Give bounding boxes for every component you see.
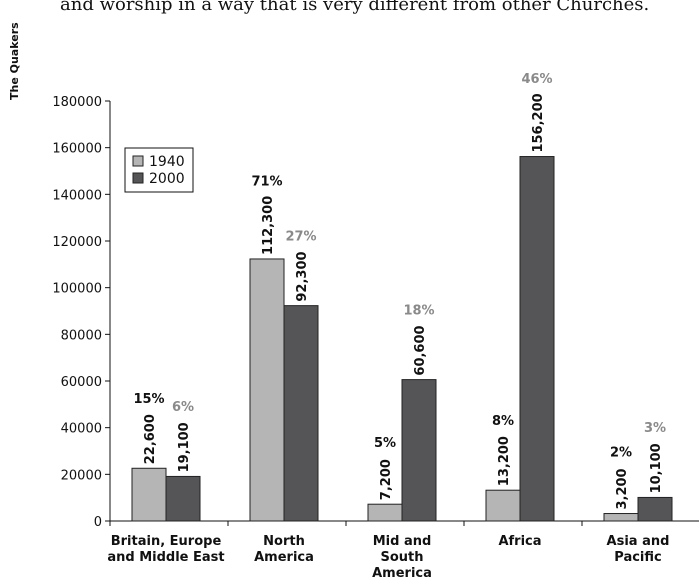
bar-1940-1 [249, 258, 285, 522]
bar-2000-0 [165, 475, 201, 522]
data-label: 60,600 [413, 325, 428, 375]
percent-label: 5% [374, 436, 396, 451]
intro-text: and worship in a way that is very differ… [60, 0, 650, 15]
x-category-label: America [372, 566, 432, 581]
legend-box [124, 147, 194, 193]
bar-1940-4 [603, 513, 639, 522]
percent-label: 18% [403, 303, 434, 318]
percent-label: 3% [644, 421, 666, 436]
data-label: 3,200 [615, 468, 630, 509]
percent-label: 8% [492, 414, 514, 429]
y-tick-label: 80000 [61, 328, 102, 343]
legend-swatch-2000 [132, 172, 144, 184]
y-tick-label: 100000 [52, 282, 102, 297]
data-label: 92,300 [295, 251, 310, 301]
x-category-label: America [254, 550, 314, 565]
legend-swatch-1940 [132, 155, 144, 167]
x-category-label: South [380, 550, 423, 565]
data-label: 13,200 [497, 436, 512, 486]
x-category-label: Pacific [614, 550, 661, 565]
y-tick-label: 180000 [52, 95, 102, 110]
data-label: 7,200 [379, 459, 394, 500]
y-tick-label: 60000 [61, 375, 102, 390]
x-category-label: Britain, Europe [111, 534, 222, 549]
y-tick-label: 0 [94, 515, 102, 530]
x-category-label: Asia and [607, 534, 670, 549]
percent-label: 2% [610, 446, 632, 461]
legend-label: 2000 [149, 171, 185, 187]
x-category-label: North [263, 534, 305, 549]
bar-2000-1 [283, 305, 319, 522]
data-label: 10,100 [649, 443, 664, 493]
y-tick-label: 120000 [52, 235, 102, 250]
data-label: 19,100 [177, 422, 192, 472]
x-category-label: Mid and [373, 534, 432, 549]
bar-1940-2 [367, 503, 403, 522]
data-label: 112,300 [261, 196, 276, 255]
bar-1940-0 [131, 467, 167, 522]
data-label: 22,600 [143, 414, 158, 464]
legend-label: 1940 [149, 154, 185, 170]
bar-2000-3 [519, 156, 555, 522]
y-tick-label: 140000 [52, 188, 102, 203]
bar-1940-3 [485, 489, 521, 522]
data-label: 156,200 [531, 93, 546, 152]
bar-2000-2 [401, 379, 437, 522]
x-category-label: Africa [498, 534, 541, 549]
percent-label: 27% [285, 229, 316, 244]
bar-2000-4 [637, 496, 673, 522]
percent-label: 6% [172, 400, 194, 415]
y-tick-label: 20000 [61, 468, 102, 483]
percent-label: 71% [251, 175, 282, 190]
y-tick-label: 160000 [52, 142, 102, 157]
y-tick-label: 40000 [61, 422, 102, 437]
percent-label: 15% [133, 392, 164, 407]
percent-label: 46% [521, 72, 552, 87]
x-category-label: and Middle East [107, 550, 224, 565]
